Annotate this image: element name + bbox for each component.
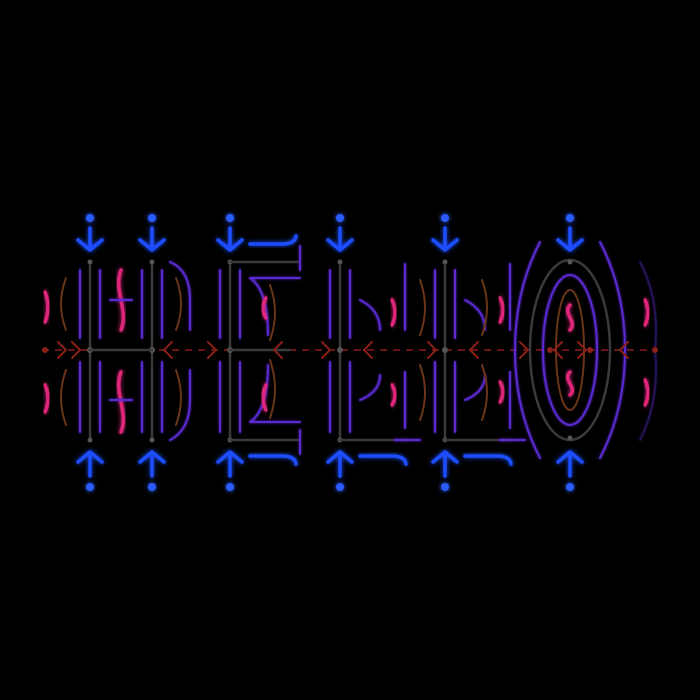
red-arrow bbox=[618, 341, 629, 359]
red-arrow bbox=[71, 341, 82, 359]
stem-outline bbox=[141, 269, 163, 433]
brown-arc bbox=[269, 359, 276, 419]
red-arrow bbox=[427, 341, 438, 359]
red-arrow bbox=[468, 341, 479, 359]
node bbox=[567, 259, 573, 265]
top-dot bbox=[148, 214, 156, 222]
l2-blue bbox=[463, 454, 513, 466]
pink-curve bbox=[566, 303, 574, 332]
brown-arc bbox=[175, 369, 182, 426]
red-arrow bbox=[321, 341, 332, 359]
stem-outline bbox=[219, 269, 241, 433]
top-dot bbox=[86, 214, 94, 222]
bottom-arrow bbox=[76, 450, 104, 478]
node bbox=[87, 259, 93, 265]
bottom-arrow bbox=[138, 450, 166, 478]
pink-arc bbox=[390, 383, 397, 407]
node bbox=[42, 347, 48, 353]
bottom-dot bbox=[566, 483, 574, 491]
red-arrow bbox=[552, 341, 563, 359]
pink-arc bbox=[43, 383, 50, 414]
top-arrow bbox=[326, 226, 354, 252]
brown-arc bbox=[481, 364, 488, 421]
node bbox=[337, 259, 343, 265]
red-arrow bbox=[207, 341, 218, 359]
pink-curve bbox=[566, 370, 574, 397]
node bbox=[87, 437, 93, 443]
bottom-arrow bbox=[556, 450, 584, 478]
node bbox=[547, 347, 553, 353]
stem-outline bbox=[434, 269, 456, 433]
node bbox=[442, 259, 448, 265]
e-blue-bottom bbox=[248, 454, 298, 466]
red-arrow bbox=[519, 341, 530, 359]
bottom-dot bbox=[336, 483, 344, 491]
pink-arc bbox=[643, 378, 650, 407]
pink-arc bbox=[43, 290, 50, 324]
pink-arc bbox=[390, 298, 397, 327]
bottom-dot bbox=[148, 483, 156, 491]
node bbox=[337, 347, 343, 353]
bottom-arrow bbox=[216, 450, 244, 478]
red-arrow bbox=[577, 341, 588, 359]
bottom-dot bbox=[226, 483, 234, 491]
node bbox=[652, 347, 658, 353]
brown-arc bbox=[419, 279, 426, 336]
red-arrow bbox=[272, 341, 283, 359]
stem-outline bbox=[79, 269, 101, 433]
node bbox=[149, 437, 155, 443]
top-dot bbox=[566, 214, 574, 222]
pink-arc bbox=[498, 380, 505, 404]
pink-arc bbox=[261, 296, 268, 320]
pink-arc bbox=[261, 383, 268, 412]
o-parens bbox=[513, 241, 627, 459]
letters bbox=[42, 214, 658, 491]
red-arrow bbox=[162, 341, 173, 359]
top-dot bbox=[441, 214, 449, 222]
node bbox=[567, 435, 573, 441]
top-arrow bbox=[216, 226, 244, 252]
node bbox=[149, 259, 155, 265]
top-arrow bbox=[556, 226, 584, 252]
top-arrow bbox=[431, 226, 459, 252]
brown-arc bbox=[419, 364, 426, 421]
brown-arc bbox=[175, 277, 182, 331]
brown-arc bbox=[60, 277, 67, 331]
top-arrow bbox=[138, 226, 166, 252]
node bbox=[442, 347, 448, 353]
brown-arc bbox=[60, 369, 67, 426]
brown-arc bbox=[481, 279, 488, 336]
l2-outline bbox=[464, 263, 526, 441]
bottom-arrow bbox=[326, 450, 354, 478]
bottom-dot bbox=[441, 483, 449, 491]
pink-curve bbox=[116, 370, 126, 434]
brown-arc bbox=[269, 284, 276, 341]
o-inner bbox=[542, 274, 598, 426]
red-arrow bbox=[57, 341, 68, 359]
node bbox=[587, 347, 593, 353]
red-arrow bbox=[362, 341, 373, 359]
o-shadow bbox=[639, 261, 657, 441]
h-outline bbox=[109, 261, 191, 441]
l-outline bbox=[359, 263, 421, 441]
e-blue-top bbox=[248, 234, 298, 246]
e-bars bbox=[228, 260, 302, 442]
l-blue bbox=[358, 454, 408, 466]
pink-arc bbox=[498, 296, 505, 324]
stem-outline bbox=[329, 269, 351, 433]
top-dot bbox=[336, 214, 344, 222]
bottom-dot bbox=[86, 483, 94, 491]
top-arrow bbox=[76, 226, 104, 252]
bottom-arrow bbox=[431, 450, 459, 478]
pink-arc bbox=[643, 298, 650, 327]
top-dot bbox=[226, 214, 234, 222]
o-core bbox=[555, 289, 585, 411]
